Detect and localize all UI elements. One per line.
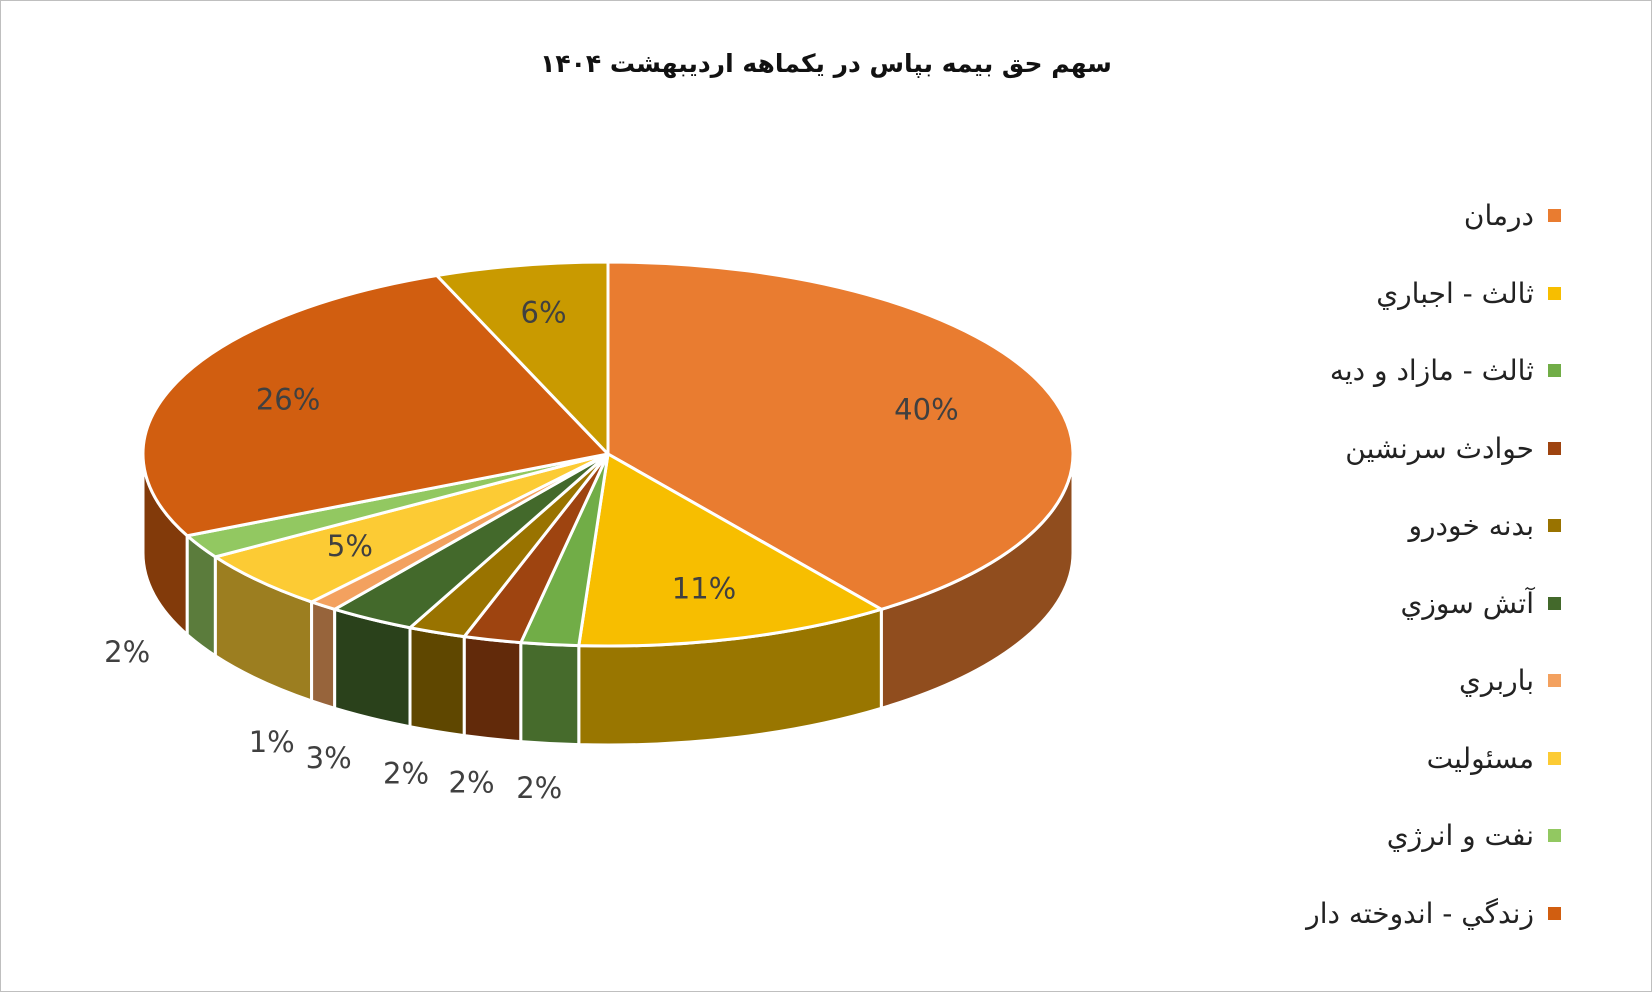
legend-item: درمان (1141, 177, 1561, 255)
pie-sides (141, 452, 1075, 747)
legend-swatch (1548, 906, 1561, 920)
legend-label: آتش سوزي (1400, 586, 1534, 620)
legend-item: ثالث - اجباري (1141, 255, 1561, 333)
pie-labels: 40% 11% 2% 2% 2% 3% 1% 5% 2% 26% 6% (104, 295, 958, 804)
legend-item: ثالث - مازاد و ديه (1141, 332, 1561, 410)
legend-label: زندگي - اندوخته دار (1306, 896, 1534, 930)
data-label-8: 2% (104, 635, 150, 669)
pie-side-3 (462, 635, 523, 744)
data-label-7: 5% (327, 529, 373, 563)
data-label-6: 1% (249, 725, 295, 759)
legend-swatch (1548, 519, 1561, 533)
data-label-2: 2% (516, 771, 562, 805)
legend-label: ثالث - اجباري (1376, 276, 1534, 310)
legend-swatch (1548, 209, 1561, 223)
legend-swatch (1548, 829, 1561, 843)
data-label-4: 2% (383, 757, 429, 791)
legend-label: باربري (1458, 664, 1534, 698)
legend-label: نفت و انرژي (1386, 819, 1534, 853)
data-label-9: 26% (256, 383, 320, 417)
data-label-1: 11% (672, 571, 736, 605)
legend-label: بدنه خودرو (1408, 509, 1534, 543)
legend-item: بدنه خودرو (1141, 487, 1561, 565)
data-label-5: 3% (306, 741, 352, 775)
legend-swatch (1548, 596, 1561, 610)
pie-side-2 (519, 641, 581, 747)
legend-label: مسئوليت (1426, 741, 1534, 775)
pie-slice-1 (577, 452, 883, 648)
legend-swatch (1548, 751, 1561, 765)
legend-swatch (1548, 286, 1561, 300)
legend-item: نفت و انرژي (1141, 797, 1561, 875)
legend-item: باربري (1141, 642, 1561, 720)
data-label-3: 2% (449, 765, 495, 799)
legend-item: حوادث سرنشين (1141, 410, 1561, 488)
legend-swatch (1548, 364, 1561, 378)
pie-tops (141, 260, 1075, 648)
data-label-0: 40% (894, 392, 958, 426)
legend-swatch (1548, 674, 1561, 688)
legend-swatch (1548, 441, 1561, 455)
pie-side-6 (310, 600, 337, 710)
legend-label: درمان (1463, 199, 1534, 233)
legend: درمان ثالث - اجباري ثالث - مازاد و ديه حواد… (1141, 177, 1561, 952)
legend-label: حوادث سرنشين (1345, 431, 1534, 465)
legend-item: آتش سوزي (1141, 565, 1561, 643)
pie-slice-9 (141, 273, 610, 538)
pie-side-4 (408, 626, 466, 738)
chart-title: سهم حق بیمه بپاس در یکماهه اردیبهشت ۱۴۰۴ (540, 49, 1112, 78)
pie-slice-0 (606, 260, 1075, 611)
legend-item: زندگي - اندوخته دار (1141, 875, 1561, 953)
pie-slice-10 (435, 260, 610, 456)
legend-item: مسئوليت (1141, 720, 1561, 798)
data-label-10: 6% (521, 295, 567, 329)
legend-label: ثالث - مازاد و ديه (1329, 354, 1534, 388)
